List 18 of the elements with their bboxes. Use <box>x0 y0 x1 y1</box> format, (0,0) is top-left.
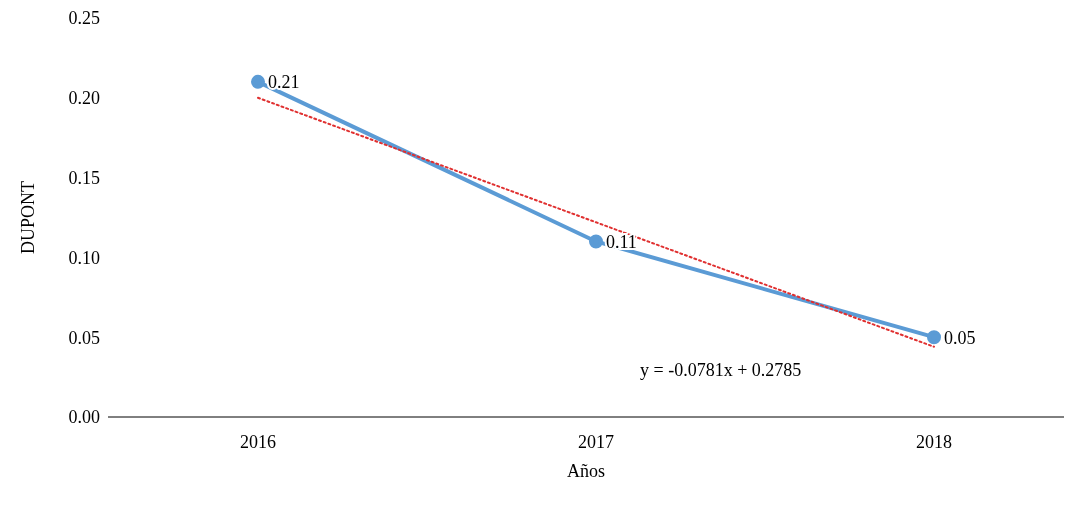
x-tick-label: 2016 <box>240 431 276 452</box>
point <box>589 234 603 249</box>
y-tick-label: 0.20 <box>68 88 100 109</box>
y-tick-label: 0.10 <box>68 247 100 268</box>
x-axis-title: Años <box>566 461 606 481</box>
point <box>251 74 265 89</box>
y-tick-label: 0.05 <box>68 327 100 348</box>
data-label: 0.21 <box>268 72 300 93</box>
x-tick-label: 2018 <box>916 431 952 452</box>
annotation: y = -0.0781x + 0.2785 <box>640 360 802 381</box>
data-label: 0.11 <box>606 231 637 252</box>
y-tick-label: 0.25 <box>68 8 100 29</box>
y-axis-title: DUPONT <box>18 180 39 255</box>
point <box>927 330 941 345</box>
y-tick-label: 0.00 <box>68 407 100 428</box>
y-tick-label: 0.15 <box>68 167 100 188</box>
x-tick-label: 2017 <box>578 431 614 452</box>
data-label: 0.05 <box>944 327 976 348</box>
